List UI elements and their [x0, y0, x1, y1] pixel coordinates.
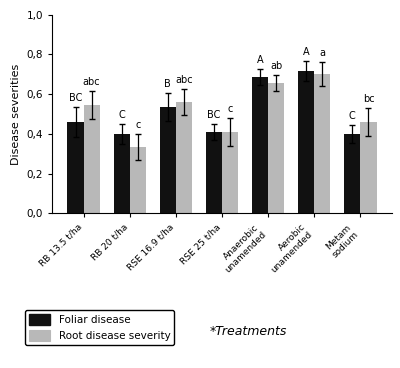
Bar [160, 107, 176, 213]
Text: C: C [349, 111, 356, 121]
Text: BC: BC [69, 93, 82, 103]
Text: B: B [164, 79, 171, 89]
Bar [360, 122, 376, 213]
Bar [176, 102, 192, 213]
Bar [268, 83, 284, 213]
Bar [252, 77, 268, 213]
Text: A: A [303, 47, 310, 57]
Text: A: A [257, 56, 263, 66]
Bar [314, 74, 330, 213]
Text: bc: bc [363, 94, 374, 104]
Text: ab: ab [270, 61, 282, 71]
Bar [206, 132, 222, 213]
Legend: Foliar disease, Root disease severity: Foliar disease, Root disease severity [25, 310, 174, 345]
Text: c: c [227, 104, 233, 114]
Text: a: a [319, 49, 325, 59]
Text: BC: BC [207, 110, 221, 120]
Bar [344, 134, 360, 213]
Text: C: C [118, 110, 125, 120]
Bar [130, 147, 146, 213]
Bar [114, 134, 130, 213]
Y-axis label: Disease severities: Disease severities [11, 63, 21, 165]
Bar [84, 105, 100, 213]
Bar [298, 71, 314, 213]
Text: *Treatments: *Treatments [209, 325, 287, 338]
Text: c: c [135, 120, 140, 130]
Text: abc: abc [175, 75, 193, 85]
Bar [222, 132, 238, 213]
Text: abc: abc [83, 77, 100, 87]
Bar [68, 122, 84, 213]
